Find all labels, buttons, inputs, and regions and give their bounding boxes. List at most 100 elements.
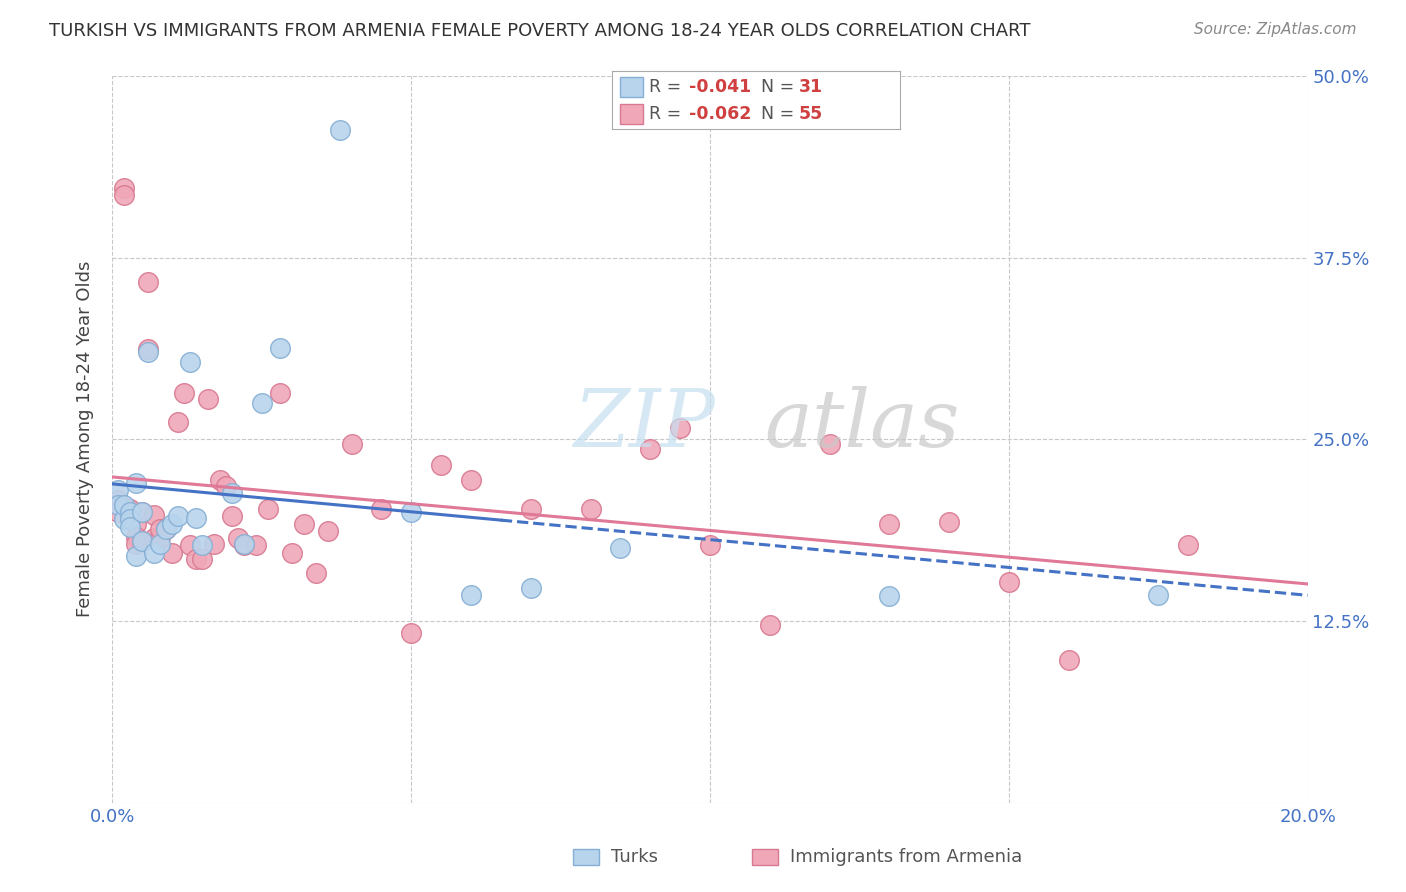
Point (245, 538, 267, 552)
Point (221, 486, 243, 500)
Point (120, 505, 142, 519)
Point (460, 588, 482, 602)
Point (520, 502, 543, 516)
Point (138, 275, 160, 289)
Point (143, 531, 166, 545)
Point (269, 385, 291, 400)
Point (1057, 653, 1080, 667)
Point (131, 534, 153, 549)
Text: N =: N = (762, 104, 800, 123)
Point (281, 546, 304, 560)
Point (257, 502, 280, 516)
Text: -0.062: -0.062 (689, 104, 752, 123)
Point (138, 345, 160, 359)
Text: 55: 55 (799, 104, 823, 123)
Point (316, 524, 339, 538)
Point (520, 581, 543, 595)
Point (269, 341, 291, 355)
Text: 31: 31 (799, 78, 823, 96)
Point (640, 442, 662, 457)
Text: R =: R = (650, 78, 686, 96)
Point (370, 502, 392, 516)
Point (125, 530, 148, 544)
Point (125, 475, 148, 490)
Point (879, 516, 901, 531)
Point (1147, 588, 1170, 602)
Point (340, 436, 363, 450)
Text: N =: N = (762, 78, 800, 96)
Point (125, 549, 148, 563)
Point (579, 502, 602, 516)
Point (179, 355, 201, 369)
Point (879, 590, 901, 604)
Point (114, 181, 135, 195)
Point (167, 509, 190, 524)
Text: R =: R = (650, 104, 686, 123)
Bar (620, 103, 644, 124)
Point (125, 516, 148, 531)
Point (173, 385, 195, 400)
Point (155, 523, 177, 537)
Point (149, 537, 172, 551)
Text: atlas: atlas (763, 386, 959, 464)
Point (186, 551, 208, 566)
Point (401, 625, 423, 640)
Text: Turks: Turks (610, 848, 658, 866)
Point (191, 538, 214, 552)
Point (131, 534, 153, 549)
Point (107, 493, 129, 508)
Point (125, 537, 148, 551)
Y-axis label: Female Poverty Among 18-24 Year Olds: Female Poverty Among 18-24 Year Olds (76, 261, 94, 617)
Point (162, 546, 183, 560)
Point (149, 523, 172, 537)
Point (191, 551, 214, 566)
Text: -0.041: -0.041 (689, 78, 752, 96)
Point (120, 519, 142, 533)
Point (167, 415, 190, 429)
Point (226, 531, 249, 545)
Point (202, 537, 225, 551)
Point (107, 498, 129, 512)
Point (120, 512, 142, 526)
Point (215, 479, 238, 493)
Point (233, 537, 256, 551)
Point (609, 541, 631, 556)
Point (818, 436, 841, 450)
Bar (572, 849, 599, 865)
Point (186, 511, 208, 525)
Text: Immigrants from Armenia: Immigrants from Armenia (790, 848, 1022, 866)
Text: Source: ZipAtlas.com: Source: ZipAtlas.com (1194, 22, 1357, 37)
Bar (620, 78, 644, 97)
Point (305, 566, 328, 580)
Point (1177, 538, 1199, 552)
Point (430, 458, 453, 473)
Point (699, 538, 721, 552)
Point (114, 498, 135, 512)
Point (107, 505, 129, 519)
Point (401, 505, 423, 519)
Point (120, 509, 142, 524)
Point (107, 483, 129, 498)
Point (938, 515, 960, 529)
Point (669, 420, 692, 434)
Point (143, 508, 166, 522)
Point (114, 188, 135, 202)
Point (155, 523, 177, 537)
Point (138, 342, 160, 356)
Point (460, 473, 482, 487)
Bar (752, 849, 778, 865)
Point (114, 512, 135, 526)
Text: ZIP: ZIP (572, 386, 714, 464)
Point (120, 502, 142, 516)
Point (329, 122, 352, 136)
Point (197, 392, 219, 406)
Point (759, 618, 782, 632)
Point (250, 396, 273, 410)
Point (143, 546, 166, 560)
Point (209, 473, 232, 487)
Point (292, 516, 315, 531)
Point (131, 505, 153, 519)
Text: TURKISH VS IMMIGRANTS FROM ARMENIA FEMALE POVERTY AMONG 18-24 YEAR OLDS CORRELAT: TURKISH VS IMMIGRANTS FROM ARMENIA FEMAL… (49, 22, 1031, 40)
Point (162, 516, 183, 531)
Point (233, 538, 256, 552)
